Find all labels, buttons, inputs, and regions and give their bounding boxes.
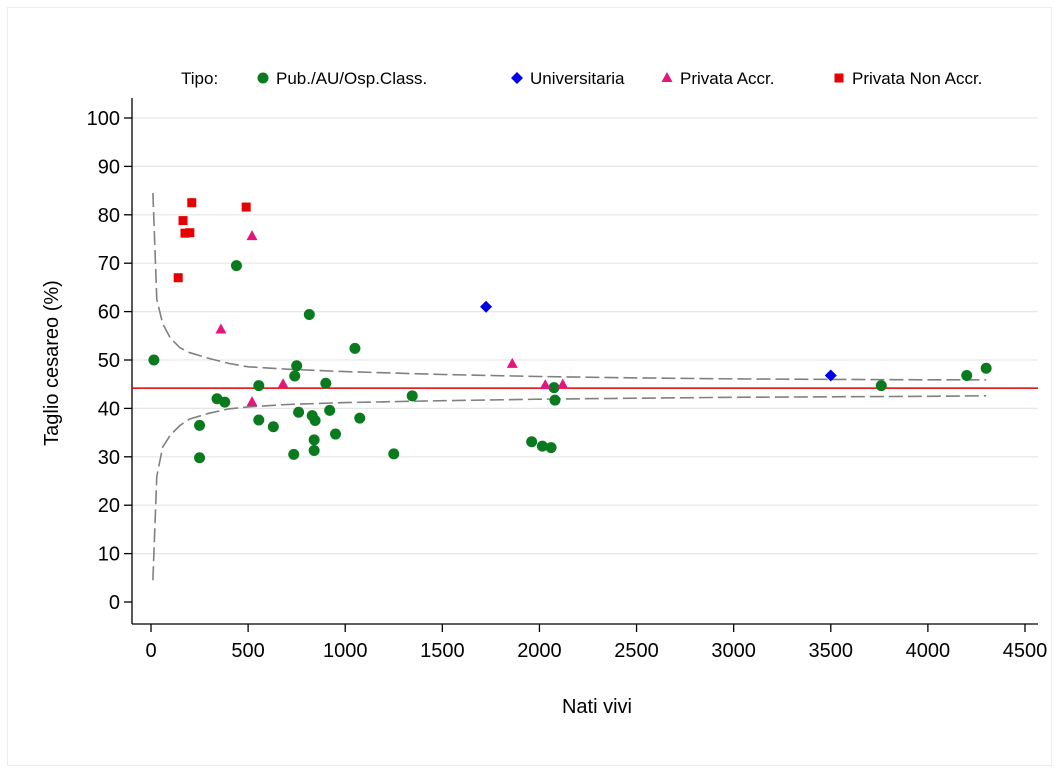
- data-point: [557, 378, 569, 389]
- data-point: [480, 300, 493, 313]
- x-tick-label: 4500: [1003, 640, 1048, 662]
- series-3: [173, 198, 251, 283]
- data-point: [148, 354, 160, 366]
- data-point: [185, 228, 195, 238]
- data-point: [406, 390, 418, 402]
- data-point: [536, 440, 548, 452]
- y-tick-label: 50: [98, 350, 120, 372]
- legend-label: Universitaria: [530, 69, 625, 88]
- x-tick-label: 2000: [517, 640, 562, 662]
- legend: Tipo: Pub./AU/Osp.Class. Universitaria Priv…: [181, 69, 982, 88]
- data-point: [824, 369, 837, 382]
- data-point: [230, 260, 242, 272]
- legend-marker: [511, 72, 523, 84]
- series-0: [148, 260, 992, 464]
- data-point: [875, 380, 887, 392]
- legend-title: Tipo:: [181, 69, 218, 88]
- data-point: [349, 342, 361, 354]
- y-tick-label: 60: [98, 302, 120, 324]
- series-1: [480, 300, 837, 382]
- data-point: [289, 370, 301, 382]
- y-tick-label: 90: [98, 156, 120, 178]
- y-axis-title: Taglio cesareo (%): [41, 280, 63, 446]
- data-point: [309, 415, 321, 426]
- series-2: [215, 230, 569, 407]
- data-point: [178, 216, 188, 226]
- x-tick-label: 3000: [711, 640, 756, 662]
- data-point: [330, 428, 342, 440]
- y-tick-label: 30: [98, 447, 120, 469]
- data-point: [388, 448, 400, 460]
- data-points: [148, 198, 992, 464]
- y-tick-label: 80: [98, 205, 120, 227]
- x-tick-label: 0: [145, 640, 156, 662]
- data-point: [548, 382, 560, 394]
- legend-label: Pub./AU/Osp.Class.: [276, 69, 427, 88]
- y-tick-label: 40: [98, 398, 120, 420]
- y-tick-label: 70: [98, 253, 120, 275]
- data-point: [506, 357, 518, 368]
- data-point: [354, 412, 366, 424]
- data-point: [277, 378, 289, 389]
- x-tick-label: 2500: [614, 640, 659, 662]
- data-point: [539, 379, 551, 390]
- chart-frame: 0 10 20 30 40 50 60 70 80 90 100 0 500 1000 1500 2000 25…: [7, 7, 1052, 766]
- data-point: [980, 362, 992, 374]
- data-point: [246, 230, 258, 241]
- data-point: [293, 406, 305, 418]
- control-limits: [152, 192, 987, 581]
- data-point: [180, 228, 190, 238]
- data-point: [215, 323, 227, 334]
- data-point: [526, 436, 538, 448]
- data-point: [549, 394, 561, 406]
- legend-marker: [834, 73, 844, 83]
- data-point: [320, 377, 332, 389]
- x-tick-label: 1500: [420, 640, 465, 662]
- data-point: [253, 414, 265, 426]
- x-tick-label: 500: [231, 640, 264, 662]
- data-point: [253, 380, 265, 392]
- data-point: [194, 452, 206, 464]
- y-tick-label: 0: [109, 592, 120, 614]
- data-point: [308, 434, 320, 446]
- legend-label: Privata Accr.: [680, 69, 774, 88]
- x-tick-label: 3500: [809, 640, 854, 662]
- control-limit-lower: [152, 395, 987, 581]
- data-point: [241, 202, 251, 212]
- data-point: [246, 396, 258, 407]
- data-point: [303, 309, 315, 321]
- x-tick-label: 4000: [906, 640, 951, 662]
- grid-lines: [132, 117, 1038, 555]
- data-point: [291, 360, 303, 372]
- legend-marker: [661, 72, 673, 82]
- data-point: [961, 369, 973, 381]
- x-tick-label: 1000: [323, 640, 368, 662]
- y-tick-label: 20: [98, 495, 120, 517]
- data-point: [173, 273, 183, 283]
- control-limit-upper: [152, 192, 987, 381]
- data-point: [308, 445, 320, 457]
- y-tick-label: 100: [87, 108, 120, 130]
- data-point: [288, 448, 300, 460]
- legend-marker: [257, 72, 269, 84]
- data-point: [267, 421, 279, 433]
- data-point: [194, 419, 206, 431]
- data-point: [187, 198, 197, 208]
- legend-label: Privata Non Accr.: [852, 69, 982, 88]
- data-point: [545, 442, 557, 454]
- data-point: [219, 396, 231, 408]
- data-point: [324, 404, 336, 416]
- x-axis-title: Nati vivi: [562, 696, 632, 718]
- y-tick-label: 10: [98, 544, 120, 566]
